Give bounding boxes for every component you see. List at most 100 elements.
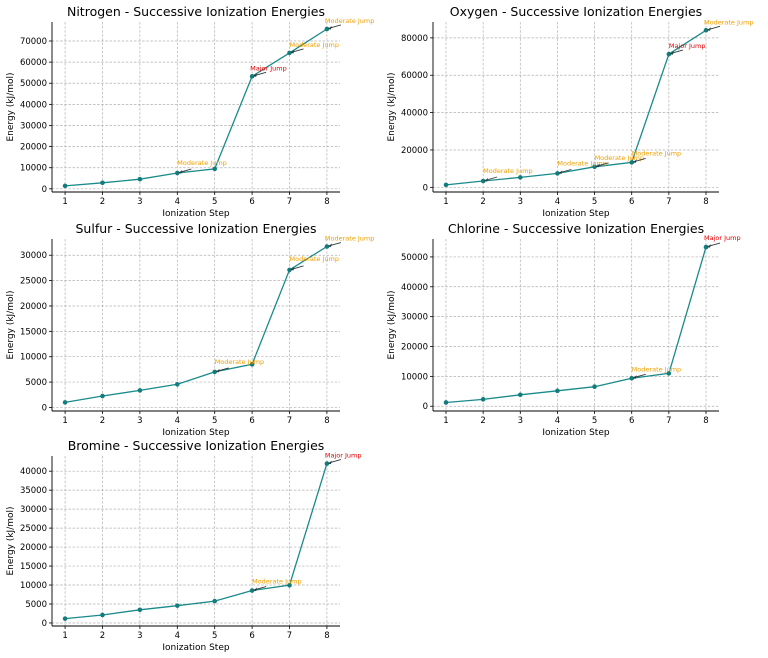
x-tick-label: 1	[62, 416, 67, 426]
data-point	[555, 388, 560, 394]
annotation-label: Moderate Jump	[325, 235, 374, 243]
annotation-label: Major Jump	[250, 64, 287, 72]
data-point	[629, 375, 635, 381]
annotation-label: Moderate Jump	[704, 18, 753, 26]
data-point	[137, 388, 143, 393]
x-tick-label: 6	[249, 416, 254, 426]
y-tick-label: 10000	[401, 372, 428, 382]
y-tick-label: 15000	[20, 327, 47, 337]
y-tick-label: 0	[42, 619, 47, 629]
y-tick-label: 40000	[20, 100, 47, 110]
annotation-arrowhead	[215, 368, 220, 373]
annotation-label: Moderate Jump	[215, 358, 264, 366]
data-point	[249, 362, 255, 367]
x-tick-label: 6	[249, 197, 254, 207]
y-tick-label: 5000	[25, 378, 47, 388]
y-tick-label: 20000	[20, 302, 47, 312]
data-point	[443, 400, 449, 405]
series-line	[445, 246, 707, 404]
data-point	[703, 244, 709, 250]
annotation-label: Major Jump	[325, 452, 362, 460]
annotation-label: Major Jump	[704, 234, 741, 242]
x-tick-label: 2	[480, 416, 485, 426]
annotation-arrowhead	[595, 163, 600, 168]
y-tick-label: 50000	[401, 253, 428, 263]
x-tick-label: 1	[443, 416, 448, 426]
x-tick-label: 1	[62, 197, 67, 207]
data-point	[174, 382, 180, 387]
x-axis-label: Ionization Step	[162, 643, 229, 653]
series-line	[65, 463, 328, 620]
data-point	[629, 160, 635, 165]
y-tick-label: 5000	[25, 600, 47, 610]
x-axis-label: Ionization Step	[162, 428, 229, 438]
chart-title: Nitrogen - Successive Ionization Energie…	[67, 4, 325, 19]
y-tick-label: 20000	[20, 543, 47, 553]
annotation-arrowhead	[178, 170, 183, 174]
y-tick-label: 10000	[20, 581, 47, 591]
annotation-label: Moderate Jump	[595, 154, 644, 162]
x-tick-label: 4	[175, 416, 180, 426]
chart-0: 0 10000 20000 30000 40000 50000 60000 70000 1 2 3 4…	[6, 4, 374, 219]
data-point	[324, 461, 330, 466]
data-point	[592, 384, 597, 389]
annotation-arrowhead	[290, 49, 295, 54]
y-tick-label: 0	[42, 403, 47, 413]
annotation-label: Moderate Jump	[177, 159, 226, 167]
annotation-label: Moderate Jump	[290, 41, 339, 49]
y-tick-label: 30000	[20, 505, 47, 515]
annotation-arrowhead	[484, 178, 489, 182]
x-tick-label: 7	[287, 416, 292, 426]
annotation-label: Moderate Jump	[483, 167, 532, 175]
y-tick-label: 70000	[20, 37, 47, 47]
data-point	[249, 588, 255, 593]
chart-3: 0 10000 20000 30000 40000 50000 1 2 3 4 5 6 7 8 Chlori…	[387, 221, 741, 438]
data-point	[480, 178, 486, 184]
y-tick-label: 35000	[20, 486, 47, 496]
y-axis-label: Energy (kJ/mol)	[6, 72, 16, 141]
y-tick-label: 0	[423, 183, 428, 193]
y-tick-label: 80000	[401, 34, 428, 44]
y-tick-label: 10000	[20, 353, 47, 363]
data-point	[555, 171, 560, 176]
chart-title: Bromine - Successive Ionization Energies	[68, 438, 325, 453]
x-tick-label: 6	[249, 631, 254, 641]
x-tick-label: 3	[518, 416, 523, 426]
x-tick-label: 3	[518, 197, 523, 207]
data-point	[666, 51, 672, 57]
x-tick-label: 4	[555, 197, 560, 207]
y-tick-label: 40000	[401, 109, 428, 119]
chart-title: Chlorine - Successive Ionization Energie…	[448, 221, 704, 236]
x-axis-label: Ionization Step	[162, 209, 229, 219]
series-line	[64, 245, 328, 404]
series-line	[65, 28, 328, 187]
x-tick-label: 8	[703, 416, 708, 426]
x-tick-label: 6	[629, 416, 634, 426]
x-tick-label: 7	[666, 416, 671, 426]
x-tick-label: 5	[212, 631, 217, 641]
data-point	[137, 176, 143, 182]
annotation-arrowhead	[707, 244, 711, 248]
data-point	[324, 244, 330, 249]
data-point	[703, 27, 709, 33]
x-tick-label: 2	[480, 197, 485, 207]
annotation-arrowhead	[327, 26, 332, 30]
data-point	[517, 175, 523, 180]
x-tick-label: 5	[592, 197, 597, 207]
y-tick-label: 0	[423, 402, 428, 412]
chart-title: Sulfur - Successive Ionization Energies	[75, 221, 316, 236]
data-point	[62, 183, 68, 189]
y-tick-label: 20000	[401, 146, 428, 156]
x-axis-label: Ionization Step	[542, 428, 609, 438]
x-tick-label: 8	[324, 631, 329, 641]
x-tick-label: 6	[629, 197, 634, 207]
annotation-label: Major Jump	[669, 42, 706, 50]
data-point	[100, 612, 105, 618]
x-tick-label: 8	[703, 197, 708, 207]
x-tick-label: 2	[100, 631, 105, 641]
x-tick-label: 8	[324, 416, 329, 426]
y-tick-label: 20000	[401, 343, 428, 353]
x-tick-label: 3	[137, 631, 142, 641]
y-axis-label: Energy (kJ/mol)	[387, 72, 397, 141]
